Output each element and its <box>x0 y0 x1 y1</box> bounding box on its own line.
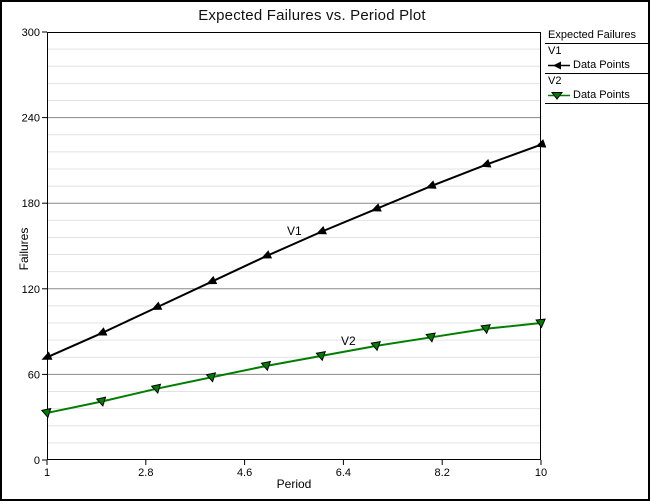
v1-marker-icon <box>315 226 327 235</box>
v2-marker-icon <box>425 332 436 343</box>
v1-marker-icon <box>206 275 218 285</box>
v1-marker-icon <box>535 139 547 148</box>
y-tick-label: 60 <box>28 369 40 381</box>
chart-title: Expected Failures vs. Period Plot <box>198 7 426 24</box>
v2-marker-icon <box>260 360 272 372</box>
v2-marker-icon <box>150 383 162 395</box>
v1-marker-icon <box>480 159 492 168</box>
legend-title: Expected Failures <box>545 29 648 44</box>
y-tick-label: 120 <box>22 284 40 296</box>
legend-entry-label: Data Points <box>573 89 630 101</box>
v2-marker-icon <box>205 372 217 383</box>
y-tick-label: 180 <box>22 198 40 210</box>
v1-marker-icon <box>96 327 108 336</box>
x-tick-label: 10 <box>535 467 547 479</box>
legend-series-name: V1 <box>548 45 562 57</box>
v2-marker-icon <box>480 324 491 335</box>
x-tick-label: 1 <box>44 467 50 479</box>
v1-legend-marker-icon <box>548 61 570 69</box>
v1-marker-icon <box>261 250 273 259</box>
y-tick-label: 300 <box>22 27 40 39</box>
x-tick-label: 2.8 <box>138 467 153 479</box>
y-tick-label: 0 <box>34 455 40 467</box>
v2-legend-marker-icon <box>548 91 570 100</box>
x-tick-label: 8.2 <box>435 467 450 479</box>
v2-line <box>46 322 542 414</box>
v1-marker-icon <box>151 301 163 310</box>
v2-marker-icon <box>40 407 52 419</box>
v2-marker-icon <box>315 350 326 362</box>
v2-marker-icon <box>535 318 546 329</box>
plot-border <box>47 32 541 460</box>
v2-marker-icon <box>370 341 381 352</box>
legend-series-name: V2 <box>548 75 562 87</box>
v1-line <box>46 143 542 359</box>
v2-marker-icon <box>95 396 107 407</box>
v1-marker-icon <box>425 180 437 189</box>
y-tick-label: 240 <box>22 113 40 125</box>
v1-marker-icon <box>41 351 53 360</box>
v1-marker-icon <box>370 203 382 212</box>
v1-series-label: V1 <box>287 224 302 238</box>
x-tick-label: 6.4 <box>336 467 351 479</box>
chart-canvas: 0 60 120 180 240 300 1 2.8 4.6 6.4 8.2 10 V1 V2 <box>22 27 547 479</box>
legend-entry: Data Points <box>545 58 648 74</box>
plot-area: 0 60 120 180 240 300 1 2.8 4.6 6.4 8.2 10 V1 V2 <box>22 27 547 479</box>
legend-entry-label: Data Points <box>573 59 630 71</box>
v2-series-label: V2 <box>341 334 356 348</box>
legend-entries: V1 Data Points V2 Data Points <box>545 45 648 104</box>
legend-entry: Data Points <box>545 88 648 104</box>
y-axis-label: Failures <box>17 227 31 271</box>
x-axis-label: Period <box>276 477 312 491</box>
legend: Expected Failures V1 Data Points V2 Data Po… <box>545 29 648 105</box>
x-tick-label: 4.6 <box>237 467 252 479</box>
